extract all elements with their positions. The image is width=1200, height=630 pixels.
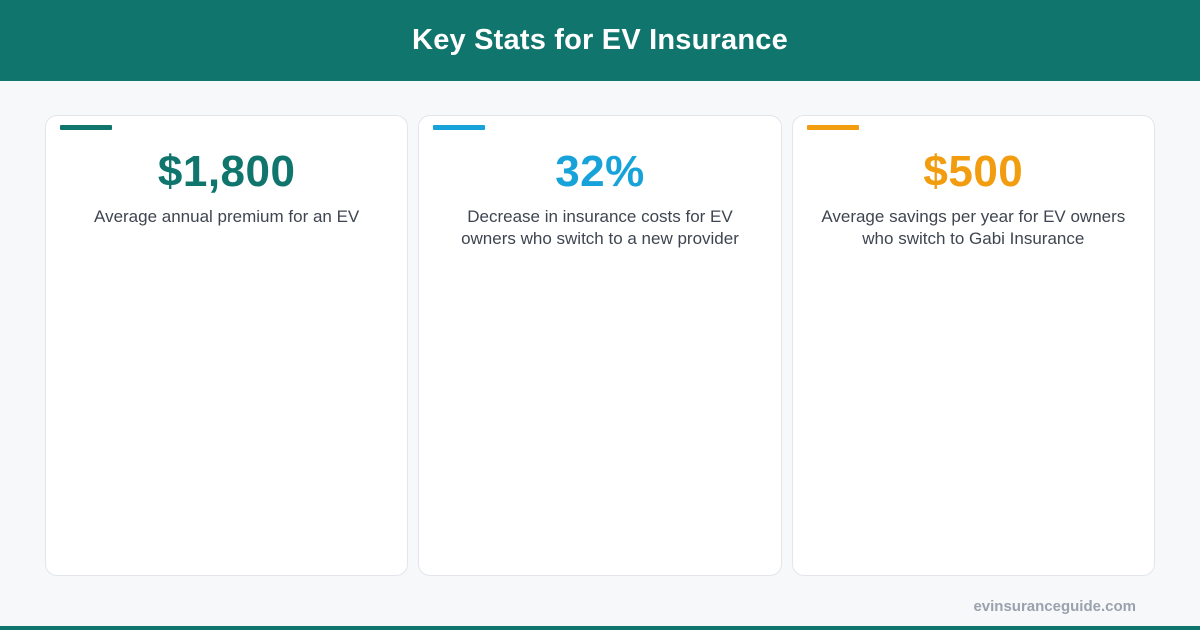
stats-cards: $1,800 Average annual premium for an EV … xyxy=(45,115,1155,576)
stat-value: $500 xyxy=(923,147,1024,196)
stat-value: $1,800 xyxy=(157,147,296,196)
stat-card-decrease: 32% Decrease in insurance costs for EV o… xyxy=(418,115,782,576)
accent-bar xyxy=(806,125,859,130)
stat-description: Decrease in insurance costs for EV owner… xyxy=(461,207,739,248)
stat-description: Average annual premium for an EV xyxy=(94,207,360,226)
stat-value: 32% xyxy=(555,147,645,196)
page-title: Key Stats for EV Insurance xyxy=(412,24,788,56)
accent-bar xyxy=(60,125,112,130)
stat-card-premium: $1,800 Average annual premium for an EV xyxy=(45,115,409,576)
bottom-bar xyxy=(0,626,1200,630)
header-banner: Key Stats for EV Insurance xyxy=(0,0,1200,81)
stat-description: Average savings per year for EV owners w… xyxy=(821,207,1126,248)
footer-url: evinsuranceguide.com xyxy=(973,598,1136,615)
stat-card-savings: $500 Average savings per year for EV own… xyxy=(791,115,1155,576)
accent-bar xyxy=(433,125,486,130)
